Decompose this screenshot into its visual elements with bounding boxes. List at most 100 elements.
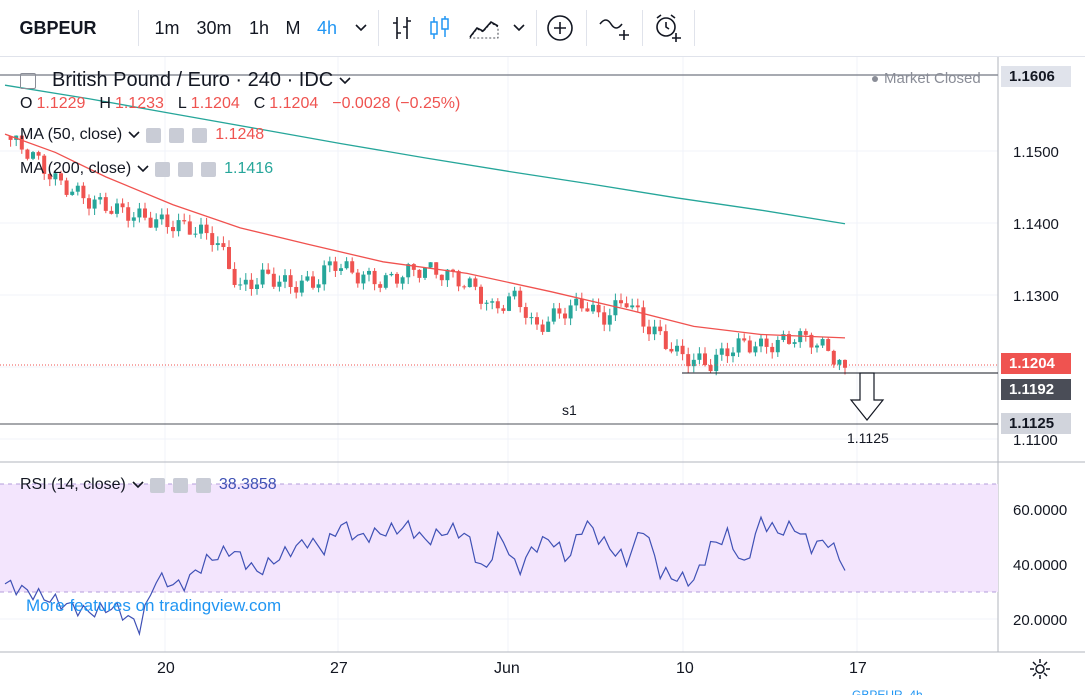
candle-body	[283, 275, 287, 282]
candle-body	[8, 136, 13, 140]
rsi-label: RSI (14, close)	[20, 476, 126, 493]
candle-body	[182, 220, 187, 222]
candle-body	[579, 298, 584, 309]
candle-body	[753, 346, 758, 353]
candle-body	[383, 275, 388, 288]
ma200-legend[interactable]: MA (200, close) 1.1416	[20, 160, 273, 178]
add-indicator-plus-icon[interactable]	[542, 0, 578, 56]
area-chart-type-icon[interactable]	[466, 0, 502, 56]
interval-dropdown-chevron-icon[interactable]	[350, 0, 372, 56]
target-annotation: 1.1125	[847, 430, 889, 446]
low-value: 1.1204	[190, 95, 240, 112]
toolbar-divider	[378, 10, 379, 46]
toolbar-divider	[536, 10, 537, 46]
candle-body	[680, 345, 685, 355]
candles-chart-type-icon[interactable]	[424, 0, 456, 56]
candle-body	[355, 272, 360, 284]
ma200-visibility-icon[interactable]	[155, 161, 171, 177]
time-axis-settings-gear-icon[interactable]	[1029, 658, 1051, 685]
candle-body	[227, 247, 231, 269]
ma200-line	[4, 84, 846, 225]
candle-body	[747, 340, 752, 353]
candle-body	[92, 199, 97, 209]
alert-clock-icon[interactable]	[650, 0, 686, 56]
interval-4h-button[interactable]: 4h	[316, 17, 338, 38]
candle-body	[501, 308, 506, 311]
candle-body	[395, 273, 399, 284]
support-price-label: 1.1192	[1001, 379, 1071, 400]
candle-body	[193, 233, 198, 235]
title-chevron-icon[interactable]	[339, 76, 351, 85]
collapse-legend-icon[interactable]	[20, 72, 36, 89]
candle-body	[87, 198, 91, 209]
toolbar-divider	[586, 10, 587, 46]
candle-body	[770, 346, 775, 353]
candle-body	[451, 269, 455, 272]
ma200-chevron-icon[interactable]	[137, 165, 149, 173]
interval-1h-button[interactable]: 1h	[248, 17, 270, 38]
candle-body	[423, 267, 427, 278]
candle-body	[518, 290, 523, 308]
symbol-button[interactable]: GBPEUR	[19, 17, 97, 38]
candle-body	[361, 274, 366, 284]
candle-body	[19, 135, 24, 150]
candle-body	[512, 290, 517, 297]
candle-body	[697, 353, 702, 360]
change-value: −0.0028 (−0.25%)	[332, 95, 461, 112]
candle-body	[131, 217, 136, 221]
rsi-tick-60: 60.0000	[1013, 502, 1068, 519]
candle-body	[551, 308, 556, 322]
ma50-chevron-icon[interactable]	[128, 131, 140, 139]
candle-body	[215, 243, 220, 246]
price-chart[interactable]: s1 1.1125	[0, 57, 1085, 695]
rsi-chevron-icon[interactable]	[132, 481, 144, 489]
candle-body	[47, 173, 52, 180]
candle-body	[719, 348, 724, 355]
ma50-legend[interactable]: MA (50, close) 1.1248	[20, 126, 264, 144]
ma50-settings-icon[interactable]	[169, 127, 185, 143]
candle-body	[255, 284, 259, 290]
candle-body	[36, 152, 41, 156]
candle-body	[171, 227, 175, 232]
ma200-remove-icon[interactable]	[201, 161, 217, 177]
candle-body	[98, 197, 103, 200]
candle-body	[445, 269, 450, 281]
interval-month-button[interactable]: M	[285, 17, 301, 38]
candle-body	[417, 269, 422, 278]
rsi-remove-icon[interactable]	[195, 477, 211, 493]
bars-chart-type-icon[interactable]	[386, 0, 418, 56]
ma50-visibility-icon[interactable]	[146, 127, 162, 143]
candle-body	[137, 208, 142, 218]
candle-body	[619, 300, 623, 304]
candle-body	[344, 261, 349, 269]
candle-body	[831, 350, 836, 365]
interval-1m-button[interactable]: 1m	[154, 17, 180, 38]
compare-symbol-icon[interactable]	[594, 0, 636, 56]
chart-type-dropdown-chevron-icon[interactable]	[508, 0, 530, 56]
watermark-link[interactable]: More features on tradingview.com	[26, 596, 282, 615]
candle-body	[736, 338, 741, 353]
candle-body	[467, 278, 472, 288]
candle-body	[775, 339, 780, 353]
candle-body	[490, 301, 495, 303]
y-tick-1: 1.1500	[1013, 144, 1059, 161]
rsi-visibility-icon[interactable]	[149, 477, 165, 493]
candle-body	[243, 279, 248, 285]
candle-body	[266, 269, 271, 274]
ma50-line	[4, 133, 846, 339]
ma50-remove-icon[interactable]	[192, 127, 208, 143]
candle-body	[53, 173, 58, 180]
candle-body	[299, 280, 304, 293]
candle-body	[148, 217, 153, 228]
candle-body	[372, 270, 377, 285]
interval-30m-button[interactable]: 30m	[196, 17, 232, 38]
rsi-legend[interactable]: RSI (14, close) 38.3858	[20, 476, 277, 494]
candle-body	[630, 305, 635, 308]
candle-body	[759, 338, 763, 347]
candle-body	[714, 354, 719, 372]
target-down-arrow-icon	[849, 372, 885, 421]
chart-title-row[interactable]: British Pound / Euro · 240 · IDC	[20, 69, 351, 92]
rsi-settings-icon[interactable]	[172, 477, 188, 493]
candle-body	[585, 308, 590, 312]
ma200-settings-icon[interactable]	[178, 161, 194, 177]
